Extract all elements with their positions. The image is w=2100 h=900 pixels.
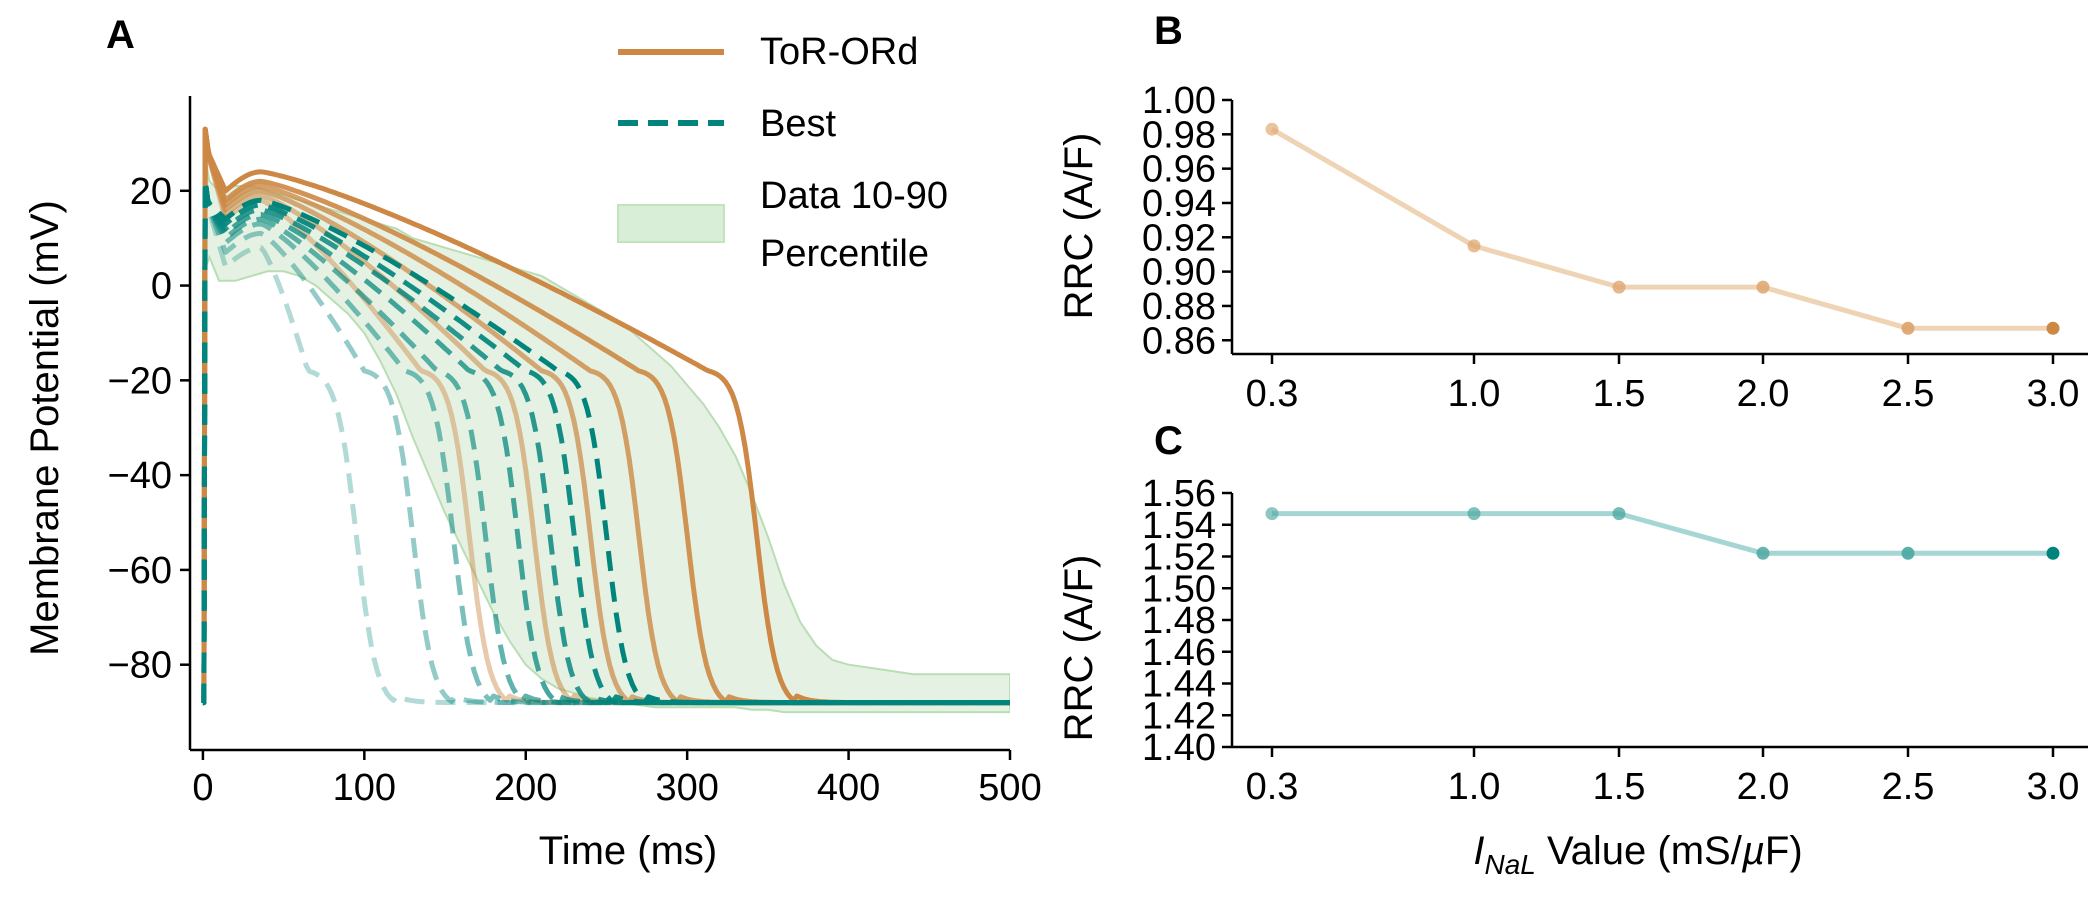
y-axis-label-c: RRC (A/F) — [1057, 555, 1101, 742]
panel-c: 0.3 1.0 1.5 2.0 2.5 3.01.561.541.521.501.481.… — [1057, 419, 2088, 880]
rrc-series-b — [1265, 122, 2060, 335]
legend-label-tor-ord: ToR-ORd — [760, 31, 918, 73]
x-tick-label-b: 1.0 — [1448, 373, 1501, 415]
x-tick-label-c: 2.0 — [1737, 766, 1790, 808]
x-tick-label-c: 3.0 — [2027, 766, 2080, 808]
series-marker-c — [2046, 546, 2060, 560]
x-tick-label-b: 0.3 — [1246, 373, 1299, 415]
y-tick-label-c: 1.46 — [1142, 632, 1216, 674]
series-marker-c — [1901, 546, 1915, 560]
best-curve — [201, 178, 1010, 706]
axes-a: 0 100 200 300 400 500 −80 −60 −40 −20 0 20 — [108, 96, 1042, 809]
series-marker-c — [1756, 546, 1770, 560]
y-axis-label-b: RRC (A/F) — [1057, 133, 1101, 320]
x-tick-label-a: 200 — [494, 767, 557, 809]
x-axis-label-a: Time (ms) — [539, 829, 717, 873]
series-marker-b — [1901, 321, 1915, 335]
legend-label-band: Data 10-90 Percentile — [760, 175, 948, 275]
y-tick-label-b: 0.88 — [1142, 286, 1216, 328]
legend-label-best: Best — [760, 103, 836, 145]
y-tick-label-b: 0.92 — [1142, 217, 1216, 259]
percentile-band — [201, 162, 1010, 714]
series-marker-b — [2046, 321, 2060, 335]
best-curve — [201, 178, 1010, 706]
x-tick-label-a: 400 — [817, 767, 880, 809]
best-curve — [201, 178, 1010, 706]
y-tick-label-c: 1.52 — [1142, 537, 1216, 579]
percentile-band-area — [201, 162, 1010, 714]
y-tick-label-b: 0.98 — [1142, 114, 1216, 156]
y-tick-label-c: 1.44 — [1142, 664, 1216, 706]
axes-c: 0.3 1.0 1.5 2.0 2.5 3.01.561.541.521.501.481.… — [1142, 473, 2088, 808]
y-tick-label-b: 0.90 — [1142, 252, 1216, 294]
series-marker-b — [1756, 280, 1770, 294]
y-tick-label-a: 0 — [151, 266, 172, 308]
y-axis-label-a: Membrane Potential (mV) — [23, 200, 67, 656]
y-tick-label-c: 1.42 — [1142, 695, 1216, 737]
y-tick-label-b: 0.96 — [1142, 149, 1216, 191]
y-tick-label-a: −60 — [108, 550, 172, 592]
series-marker-c — [1612, 507, 1626, 521]
x-tick-label-b: 2.5 — [1882, 373, 1935, 415]
legend: ToR-ORd Best Data 10-90 Percentile — [617, 31, 948, 275]
axes-b: 0.3 1.0 1.5 2.0 2.5 3.01.000.980.960.940.920.… — [1142, 80, 2088, 415]
series-marker-c — [1265, 507, 1279, 521]
best-curve — [201, 178, 1010, 706]
series-line-b — [1270, 127, 2053, 331]
series-marker-c — [1467, 507, 1481, 521]
x-tick-label-b: 3.0 — [2027, 373, 2080, 415]
ap-curves — [201, 126, 1010, 706]
series-marker-b — [1265, 122, 1279, 136]
x-tick-label-c: 1.0 — [1448, 766, 1501, 808]
x-tick-label-c: 0.3 — [1246, 766, 1299, 808]
y-tick-label-c: 1.50 — [1142, 568, 1216, 610]
y-tick-label-a: −20 — [108, 360, 172, 402]
series-marker-b — [1467, 239, 1481, 253]
y-tick-label-a: 20 — [130, 171, 172, 213]
x-tick-label-b: 2.0 — [1737, 373, 1790, 415]
panel-a: 0 100 200 300 400 500 −80 −60 −40 −20 0 20 A Time (… — [23, 13, 1042, 873]
series-marker-b — [1612, 280, 1626, 294]
rrc-series-c — [1265, 507, 2060, 560]
panel-label-c: C — [1154, 419, 1183, 463]
x-tick-label-c: 2.5 — [1882, 766, 1935, 808]
series-line-c — [1272, 511, 2053, 556]
x-tick-label-a: 300 — [655, 767, 718, 809]
panel-b: 0.3 1.0 1.5 2.0 2.5 3.01.000.980.960.940.920.… — [1057, 9, 2088, 415]
x-tick-label-b: 1.5 — [1593, 373, 1646, 415]
y-tick-label-b: 0.94 — [1142, 183, 1216, 225]
y-tick-label-a: −80 — [108, 645, 172, 687]
panel-label-a: A — [106, 13, 135, 57]
y-tick-label-a: −40 — [108, 455, 172, 497]
x-tick-label-a: 500 — [978, 767, 1041, 809]
y-tick-label-c: 1.48 — [1142, 600, 1216, 642]
y-tick-label-b: 1.00 — [1142, 80, 1216, 122]
x-axis-label-c: INaL Value (mS/µF) — [1473, 829, 1802, 880]
y-tick-label-c: 1.54 — [1142, 505, 1216, 547]
legend-swatch-band — [617, 204, 725, 243]
x-tick-label-a: 0 — [192, 767, 213, 809]
x-tick-label-c: 1.5 — [1593, 766, 1646, 808]
x-tick-label-a: 100 — [333, 767, 396, 809]
panel-label-b: B — [1154, 9, 1183, 53]
y-tick-label-c: 1.40 — [1142, 727, 1216, 769]
y-tick-label-b: 0.86 — [1142, 320, 1216, 362]
y-tick-label-c: 1.56 — [1142, 473, 1216, 515]
